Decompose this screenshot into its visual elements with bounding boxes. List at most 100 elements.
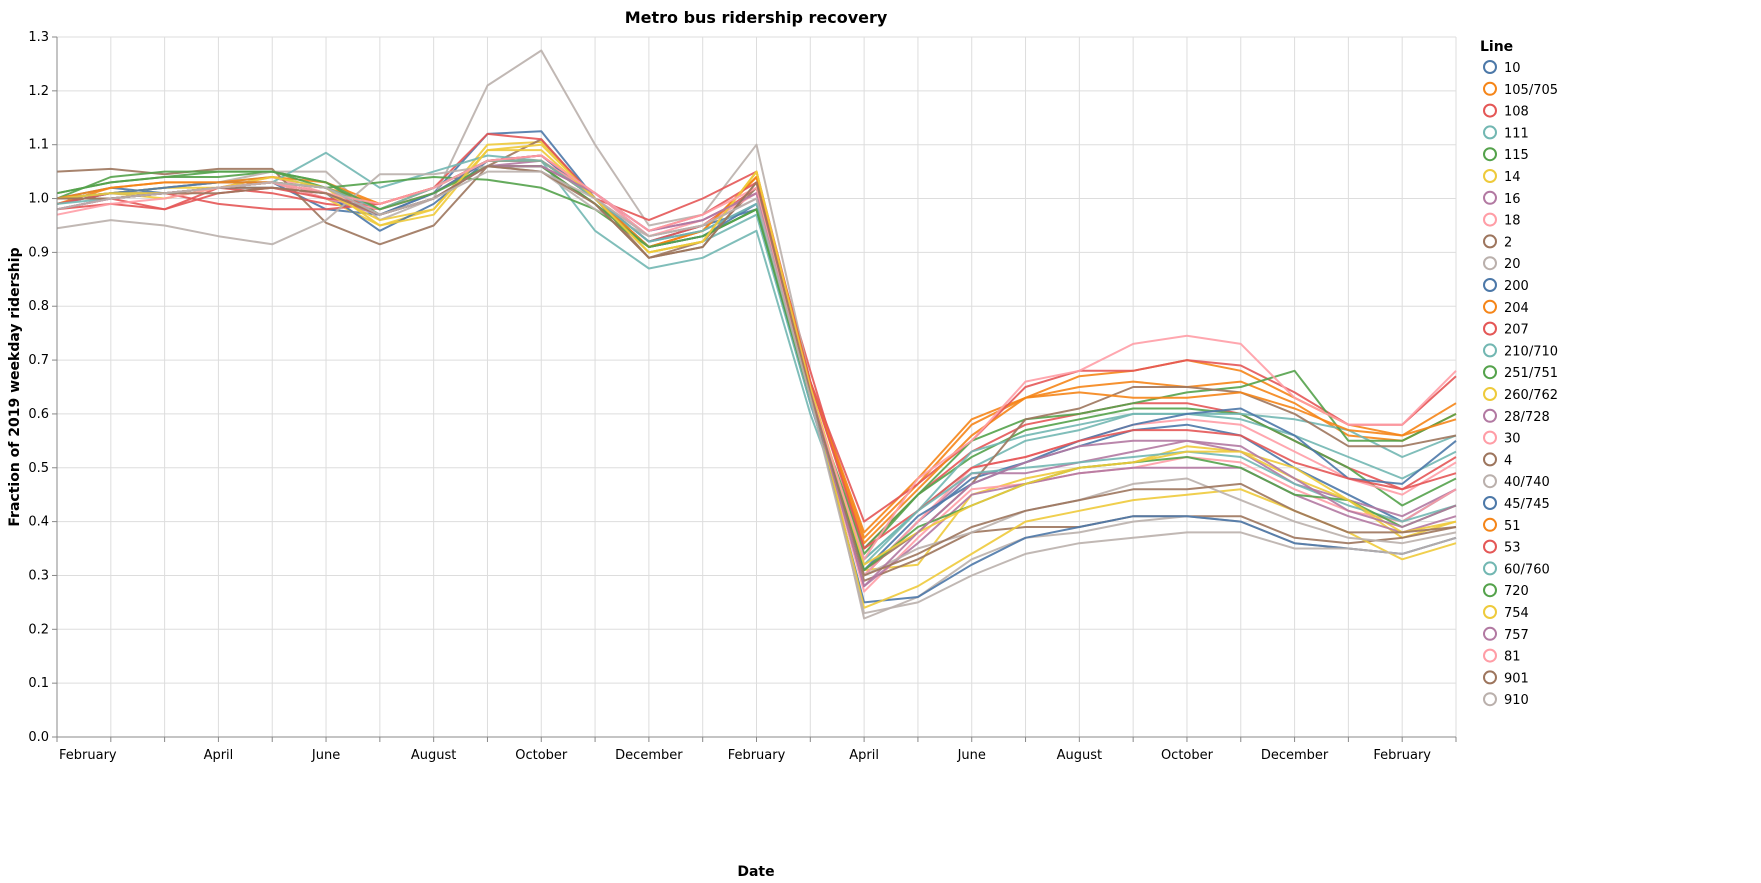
legend-item[interactable]: 14	[1483, 169, 1521, 185]
legend-item[interactable]: 40/740	[1483, 474, 1550, 490]
x-tick-label: August	[1057, 748, 1103, 763]
legend-label: 10	[1504, 61, 1521, 76]
legend-symbol-icon	[1483, 321, 1497, 336]
y-tick-label: 0.9	[28, 245, 49, 260]
legend-item[interactable]: 200	[1483, 278, 1529, 294]
legend-label: 251/751	[1504, 366, 1558, 381]
legend-item[interactable]: 4	[1483, 452, 1512, 468]
legend-item[interactable]: 60/760	[1483, 561, 1550, 577]
legend-item[interactable]: 207	[1483, 321, 1529, 338]
legend-item[interactable]: 204	[1483, 299, 1529, 316]
legend-label: 757	[1504, 628, 1529, 643]
legend-label: 200	[1504, 279, 1529, 294]
legend-symbol-icon	[1483, 256, 1497, 271]
y-tick-label: 1.2	[28, 84, 49, 99]
legend-item[interactable]: 260/762	[1483, 387, 1558, 403]
legend-symbol-icon	[1483, 343, 1497, 358]
legend-symbol-icon	[1483, 212, 1497, 227]
series-lines	[56, 49, 1457, 620]
legend-symbol-icon	[1483, 81, 1497, 96]
legend-label: 14	[1504, 170, 1521, 185]
legend-symbol-icon	[1483, 278, 1497, 292]
legend-symbol-icon	[1483, 648, 1497, 663]
legend-item[interactable]: 901	[1483, 670, 1529, 686]
legend-label: 204	[1504, 301, 1529, 316]
legend-label: 18	[1504, 214, 1521, 229]
y-tick-label: 1.3	[28, 30, 49, 45]
legend-symbol-icon	[1483, 670, 1497, 685]
y-tick-label: 0.4	[28, 515, 49, 530]
legend-label: 4	[1504, 453, 1512, 468]
legend-label: 910	[1504, 693, 1529, 708]
legend-symbol-icon	[1483, 387, 1497, 401]
x-tick-label: April	[204, 748, 234, 763]
legend-symbol-icon	[1483, 147, 1497, 162]
legend-item[interactable]: 111	[1483, 125, 1529, 141]
x-tick-label: October	[515, 748, 568, 763]
x-tick-label: August	[411, 748, 457, 763]
legend-symbol-icon	[1483, 539, 1497, 554]
legend-symbol-icon	[1483, 169, 1497, 183]
legend: Line 10 105/705 108 111 115 14 16 18 2 20 200 204 20…	[1480, 39, 1558, 708]
legend-label: 53	[1504, 541, 1521, 556]
legend-item[interactable]: 18	[1483, 212, 1521, 229]
legend-symbol-icon	[1483, 605, 1497, 619]
legend-symbol-icon	[1483, 583, 1497, 598]
series-line-720	[56, 165, 1457, 572]
legend-symbol-icon	[1483, 452, 1497, 467]
legend-item[interactable]: 210/710	[1483, 343, 1558, 359]
legend-item[interactable]: 16	[1483, 190, 1521, 207]
legend-item[interactable]: 51	[1483, 517, 1521, 534]
legend-item[interactable]: 30	[1483, 430, 1521, 447]
legend-label: 28/728	[1504, 410, 1550, 425]
x-tick-label: April	[849, 748, 879, 763]
legend-item[interactable]: 115	[1483, 147, 1529, 163]
legend-item[interactable]: 10	[1483, 60, 1521, 76]
legend-symbol-icon	[1483, 430, 1497, 445]
legend-item[interactable]: 28/728	[1483, 408, 1550, 425]
legend-title: Line	[1480, 39, 1513, 55]
legend-label: 111	[1504, 126, 1529, 141]
legend-label: 105/705	[1504, 83, 1558, 98]
legend-item[interactable]: 910	[1483, 692, 1529, 708]
chart-title: Metro bus ridership recovery	[625, 8, 888, 27]
legend-item[interactable]: 81	[1483, 648, 1521, 665]
legend-item[interactable]: 754	[1483, 605, 1529, 621]
legend-item[interactable]: 720	[1483, 583, 1529, 599]
legend-label: 60/760	[1504, 562, 1550, 577]
y-tick-label: 0.1	[28, 676, 49, 691]
x-tick-label: June	[957, 748, 986, 763]
legend-symbol-icon	[1483, 125, 1497, 140]
legend-label: 210/710	[1504, 344, 1558, 359]
y-tick-label: 1.0	[28, 192, 49, 207]
axes: 0.0 0.1 0.2 0.3 0.4 0.5 0.6 0.7 0.8 0.9 1.0 1.1 1.2 1…	[28, 30, 1457, 763]
y-tick-label: 0.6	[28, 407, 49, 422]
legend-label: 207	[1504, 323, 1529, 338]
series-line-81	[56, 154, 1457, 561]
legend-item[interactable]: 53	[1483, 539, 1521, 556]
y-tick-label: 0.8	[28, 299, 49, 314]
legend-symbol-icon	[1483, 517, 1497, 532]
x-tick-label: December	[615, 748, 683, 763]
series-line-910	[56, 170, 1457, 615]
legend-symbol-icon	[1483, 234, 1497, 249]
legend-symbol-icon	[1483, 103, 1497, 118]
legend-item[interactable]: 20	[1483, 256, 1521, 272]
x-tick-label: February	[59, 748, 117, 763]
legend-item[interactable]: 105/705	[1483, 81, 1558, 98]
legend-item[interactable]: 251/751	[1483, 365, 1558, 381]
legend-label: 2	[1504, 235, 1512, 250]
legend-label: 81	[1504, 650, 1521, 665]
legend-item[interactable]: 45/745	[1483, 496, 1550, 512]
legend-symbol-icon	[1483, 496, 1497, 510]
legend-item[interactable]: 2	[1483, 234, 1512, 250]
legend-symbol-icon	[1483, 626, 1497, 641]
legend-item[interactable]: 757	[1483, 626, 1529, 643]
y-tick-label: 0.3	[28, 568, 49, 583]
y-axis-title: Fraction of 2019 weekday ridership	[7, 247, 23, 526]
legend-label: 30	[1504, 432, 1521, 447]
x-tick-label: December	[1261, 748, 1329, 763]
legend-symbol-icon	[1483, 561, 1497, 576]
legend-item[interactable]: 108	[1483, 103, 1529, 120]
